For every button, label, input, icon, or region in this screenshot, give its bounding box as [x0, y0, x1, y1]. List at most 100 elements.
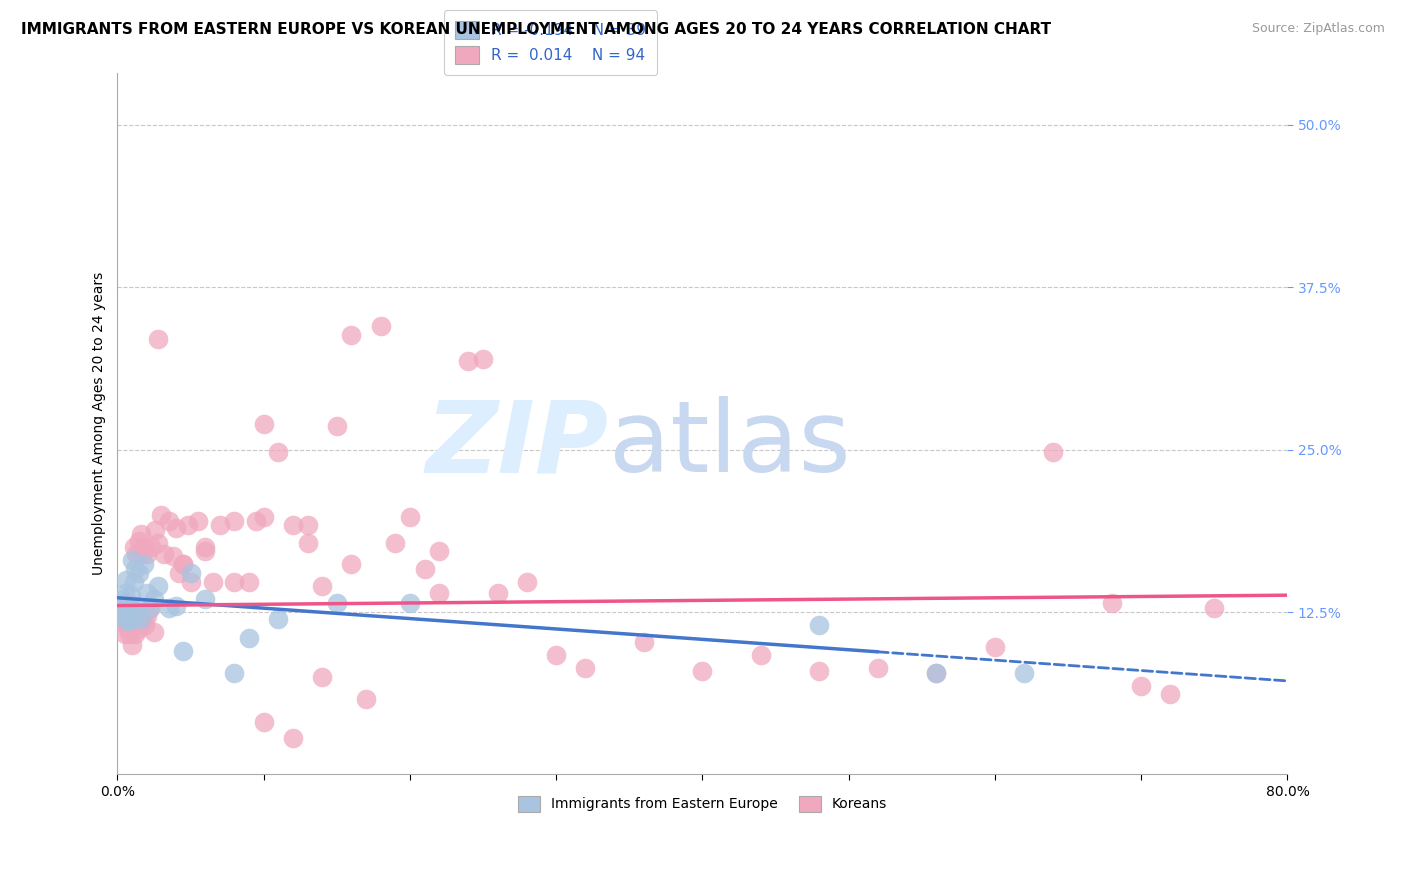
Point	[129, 611, 152, 625]
Point	[180, 575, 202, 590]
Point	[1042, 445, 1064, 459]
Point	[427, 585, 450, 599]
Legend: Immigrants from Eastern Europe, Koreans: Immigrants from Eastern Europe, Koreans	[509, 788, 896, 820]
Point	[121, 611, 143, 625]
Point	[120, 622, 142, 636]
Point	[111, 609, 134, 624]
Point	[172, 557, 194, 571]
Point	[633, 635, 655, 649]
Point	[135, 585, 157, 599]
Point	[427, 544, 450, 558]
Point	[124, 627, 146, 641]
Point	[117, 601, 139, 615]
Point	[749, 648, 772, 662]
Point	[118, 611, 141, 625]
Point	[472, 351, 495, 366]
Point	[112, 592, 135, 607]
Point	[114, 627, 136, 641]
Point	[125, 599, 148, 613]
Point	[127, 605, 149, 619]
Point	[194, 592, 217, 607]
Point	[354, 692, 377, 706]
Point	[167, 566, 190, 580]
Point	[399, 510, 422, 524]
Point	[150, 508, 173, 522]
Y-axis label: Unemployment Among Ages 20 to 24 years: Unemployment Among Ages 20 to 24 years	[93, 272, 107, 575]
Point	[129, 614, 152, 628]
Point	[114, 585, 136, 599]
Point	[546, 648, 568, 662]
Point	[125, 547, 148, 561]
Point	[120, 588, 142, 602]
Point	[110, 601, 132, 615]
Point	[253, 715, 276, 730]
Point	[121, 638, 143, 652]
Point	[114, 611, 136, 625]
Point	[187, 514, 209, 528]
Point	[925, 666, 948, 681]
Point	[281, 731, 304, 745]
Point	[135, 609, 157, 624]
Point	[384, 536, 406, 550]
Point	[172, 644, 194, 658]
Point	[134, 618, 156, 632]
Point	[148, 332, 170, 346]
Point	[984, 640, 1007, 655]
Point	[121, 605, 143, 619]
Point	[145, 523, 167, 537]
Point	[110, 599, 132, 613]
Point	[118, 627, 141, 641]
Point	[281, 518, 304, 533]
Point	[131, 547, 153, 561]
Point	[111, 605, 134, 619]
Text: atlas: atlas	[609, 396, 851, 493]
Point	[224, 575, 246, 590]
Point	[180, 566, 202, 580]
Point	[413, 562, 436, 576]
Point	[326, 596, 349, 610]
Point	[132, 557, 155, 571]
Point	[121, 553, 143, 567]
Point	[176, 518, 198, 533]
Text: Source: ZipAtlas.com: Source: ZipAtlas.com	[1251, 22, 1385, 36]
Point	[925, 666, 948, 681]
Point	[157, 514, 180, 528]
Point	[153, 547, 176, 561]
Point	[148, 536, 170, 550]
Point	[311, 579, 333, 593]
Point	[267, 611, 290, 625]
Point	[692, 664, 714, 678]
Point	[120, 605, 142, 619]
Point	[1101, 596, 1123, 610]
Point	[129, 527, 152, 541]
Point	[245, 514, 267, 528]
Point	[139, 540, 162, 554]
Point	[516, 575, 538, 590]
Point	[1204, 601, 1226, 615]
Point	[238, 575, 260, 590]
Point	[115, 605, 138, 619]
Point	[118, 596, 141, 610]
Point	[125, 614, 148, 628]
Point	[122, 540, 145, 554]
Point	[117, 622, 139, 636]
Point	[399, 596, 422, 610]
Point	[128, 533, 150, 548]
Point	[122, 618, 145, 632]
Point	[114, 605, 136, 619]
Point	[297, 536, 319, 550]
Point	[118, 609, 141, 624]
Point	[115, 573, 138, 587]
Point	[157, 601, 180, 615]
Point	[224, 666, 246, 681]
Point	[267, 445, 290, 459]
Point	[297, 518, 319, 533]
Point	[253, 417, 276, 431]
Point	[132, 540, 155, 554]
Point	[238, 631, 260, 645]
Point	[120, 601, 142, 615]
Point	[122, 575, 145, 590]
Point	[124, 562, 146, 576]
Point	[194, 540, 217, 554]
Point	[165, 521, 187, 535]
